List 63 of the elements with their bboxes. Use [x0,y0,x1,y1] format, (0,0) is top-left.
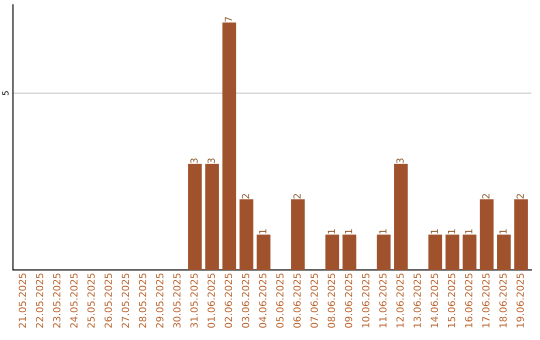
x-tick-label: 15.06.2025 [448,274,456,328]
bar [240,199,254,270]
bar [446,234,460,270]
data-label: 3 [208,158,215,164]
x-tick-label: 13.06.2025 [414,274,421,328]
data-label: 2 [293,194,301,199]
x-tick-label: 21.05.2025 [18,274,26,328]
x-tick-label: 07.06.2025 [310,274,318,328]
x-tick-label: 19.06.2025 [516,274,524,328]
bar [342,234,356,270]
data-label: 1 [259,229,266,234]
data-label: 1 [465,229,472,234]
bar [291,199,305,270]
bar [205,164,219,270]
y-tick-label: 5 [2,91,9,96]
x-tick-label: 18.06.2025 [499,274,507,328]
x-tick-label: 04.06.2025 [259,274,266,328]
bar [222,22,236,270]
bar [428,234,442,270]
x-tick-label: 09.06.2025 [344,274,352,328]
data-label: 7 [224,17,232,22]
x-tick-label: 27.05.2025 [122,274,130,328]
x-tick-label: 25.05.2025 [87,274,95,328]
data-label: 1 [345,229,352,234]
x-tick-label: 01.06.2025 [208,274,215,328]
x-tick-label: 24.05.2025 [70,274,78,328]
x-tick-label: 17.06.2025 [482,274,490,328]
bar [480,199,494,270]
x-tick-label: 28.05.2025 [138,274,146,328]
bar [514,199,528,270]
data-label: 3 [396,158,404,164]
data-label: 2 [516,194,524,199]
bar [188,164,202,270]
bar [394,164,408,270]
bar [256,234,270,270]
x-tick-label: 03.06.2025 [242,274,250,328]
data-label: 1 [379,229,386,234]
data-label: 2 [242,194,250,199]
x-tick-label: 05.06.2025 [276,274,284,328]
x-tick-label: 30.05.2025 [173,274,181,328]
x-tick-label: 10.06.2025 [362,274,370,328]
data-label: 1 [499,229,507,234]
x-tick-label: 11.06.2025 [379,274,387,328]
bar [497,234,511,270]
x-tick-label: 12.06.2025 [396,274,404,328]
data-label: 3 [190,158,198,164]
x-tick-label: 08.06.2025 [328,274,336,328]
data-label: 1 [448,229,456,234]
bar [376,234,391,270]
x-tick-label: 02.06.2025 [224,274,232,328]
x-tick-label: 29.05.2025 [156,274,164,328]
data-label: 2 [482,194,490,199]
x-tick-label: 26.05.2025 [104,274,112,328]
data-label: 1 [328,229,335,234]
x-tick-label: 16.06.2025 [465,274,472,328]
bar [462,234,476,270]
x-tick-label: 06.06.2025 [293,274,301,328]
x-tick-label: 31.05.2025 [190,274,198,328]
bar [325,234,340,270]
x-tick-label: 14.06.2025 [430,274,438,328]
x-tick-label: 22.05.2025 [36,274,44,328]
x-tick-label: 23.05.2025 [53,274,60,328]
data-label: 1 [430,229,438,234]
